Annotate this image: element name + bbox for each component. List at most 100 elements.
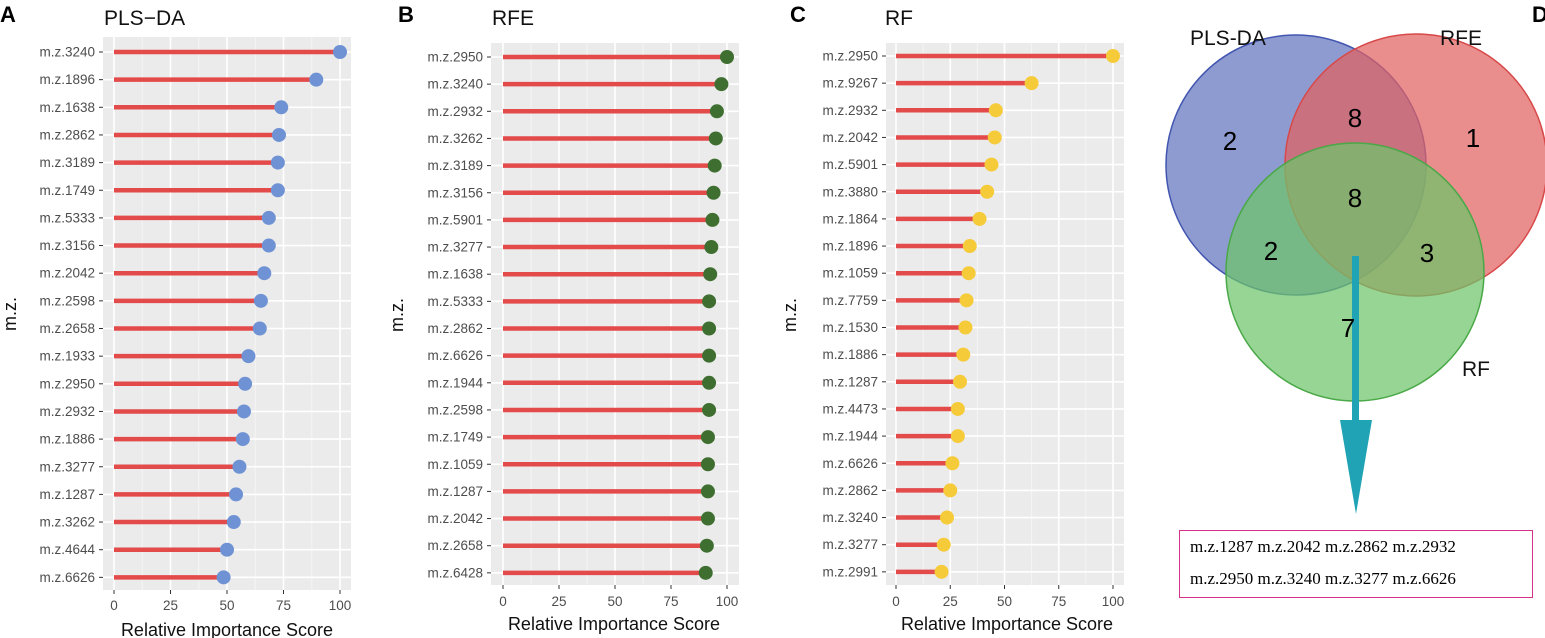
panel-a-pls-da: A PLS−DA 0 25 50 75 100 m.z.3240 m.z.1896 m.z.1…: [0, 2, 351, 638]
venn-count-rf-only: 7: [1341, 313, 1355, 343]
panel-a-y-tick-label: m.z.3240: [39, 45, 95, 60]
panel-b-y-tick-label: m.z.5333: [427, 294, 483, 309]
common-features-line-1: m.z.1287 m.z.2042 m.z.2862 m.z.2932: [1190, 537, 1456, 556]
panel-b-y-tick-label: m.z.1749: [427, 430, 483, 445]
panel-b-y-tick-label: m.z.1287: [427, 484, 483, 499]
panel-a-lollipop-point: [309, 72, 324, 87]
panel-b-letter: B: [398, 2, 414, 27]
panel-a-x-axis-title: Relative Importance Score: [121, 620, 333, 638]
panel-b-lollipop-point: [708, 131, 723, 146]
panel-a-y-tick-label: m.z.2658: [39, 321, 95, 336]
panel-b-y-axis-title: m.z.: [387, 298, 407, 332]
panel-b-lollipop-point: [702, 375, 717, 390]
panel-a-y-tick-label: m.z.1287: [39, 487, 95, 502]
panel-a-lollipop-point: [257, 266, 272, 281]
panel-c-y-tick-label: m.z.2862: [822, 483, 878, 498]
panel-c-title: RF: [885, 7, 913, 30]
venn-arrow-head: [1340, 420, 1372, 514]
panel-b-y-tick-label: m.z.2658: [427, 538, 483, 553]
panel-a-y-tick-label: m.z.2042: [39, 266, 95, 281]
panel-b-lollipop-point: [720, 50, 734, 64]
panel-c-x-tick-label: 75: [1051, 594, 1066, 609]
venn-count-pls-da-rfe: 8: [1348, 103, 1362, 133]
panel-c-y-tick-label: m.z.3880: [822, 184, 878, 199]
panel-c-lollipop-point: [988, 103, 1003, 118]
panel-a-x-tick-label: 0: [110, 598, 118, 613]
panel-b-y-tick-label: m.z.3189: [427, 158, 483, 173]
panel-a-title: PLS−DA: [104, 7, 185, 30]
panel-c-x-tick-label: 100: [1102, 594, 1125, 609]
panel-a-y-tick-label: m.z.3189: [39, 155, 95, 170]
panel-c-y-tick-label: m.z.2932: [822, 103, 878, 118]
panel-a-lollipop-point: [270, 183, 285, 198]
panel-b-y-tick-label: m.z.1059: [427, 457, 483, 472]
panel-b-x-tick-label: 50: [607, 594, 622, 609]
panel-a-lollipop-point: [270, 155, 285, 170]
panel-c-lollipop-point: [1106, 49, 1120, 63]
panel-c-y-tick-label: m.z.1530: [822, 320, 878, 335]
panel-a-lollipop-point: [261, 210, 276, 225]
panel-b-y-tick-label: m.z.2042: [427, 511, 483, 526]
panel-a-x-tick-label: 75: [276, 598, 291, 613]
panel-a-y-tick-label: m.z.2598: [39, 293, 95, 308]
panel-b-y-tick-label: m.z.3156: [427, 185, 483, 200]
panel-a-y-tick-label: m.z.2862: [39, 127, 95, 142]
venn-count-pls-da-rf: 2: [1264, 236, 1278, 266]
panel-b-y-tick-label: m.z.6428: [427, 565, 483, 580]
common-features-box: m.z.1287 m.z.2042 m.z.2862 m.z.2932 m.z.…: [1179, 530, 1533, 598]
panel-a-letter: A: [0, 2, 16, 27]
panel-b-y-tick-label: m.z.2598: [427, 402, 483, 417]
panel-c-lollipop-point: [958, 320, 973, 335]
venn-count-rfe-only: 1: [1466, 123, 1480, 153]
panel-a-y-tick-label: m.z.6626: [39, 570, 95, 585]
panel-b-lollipop-point: [700, 430, 715, 445]
panel-b-y-tick-label: m.z.2950: [427, 50, 483, 65]
panel-a-lollipop-point: [232, 459, 247, 474]
venn-count-pls-da-only: 2: [1223, 126, 1237, 156]
panel-b-lollipop-point: [709, 104, 724, 119]
panel-a-lollipop-point: [252, 321, 267, 336]
panel-b-lollipop-point: [703, 267, 718, 282]
panel-a-lollipop-point: [253, 293, 268, 308]
panel-c-lollipop-point: [956, 347, 971, 362]
panel-a-x-tick-label: 50: [219, 598, 234, 613]
panel-c-y-tick-label: m.z.1287: [822, 374, 878, 389]
panel-b-y-tick-label: m.z.1944: [427, 375, 483, 390]
venn-count-all-three: 8: [1348, 183, 1362, 213]
panel-c-y-tick-label: m.z.4473: [822, 401, 878, 416]
panel-c-letter: C: [790, 2, 806, 27]
panel-a-y-tick-label: m.z.3156: [39, 238, 95, 253]
panel-b-lollipop-point: [702, 402, 717, 417]
panel-a-lollipop-point: [241, 349, 256, 364]
panel-a-y-tick-label: m.z.1886: [39, 432, 95, 447]
panel-c-rf: C RF 0 25 50 75 100 m.z.2950 m.z.9267 m.z.2932 m…: [780, 2, 1124, 634]
panel-b-y-tick-label: m.z.5901: [427, 212, 483, 227]
panel-a-lollipop-point: [274, 100, 289, 115]
panel-c-lollipop-point: [939, 510, 954, 525]
panel-a-y-axis-title: m.z.: [0, 297, 20, 331]
panel-d-letter: D: [1532, 2, 1545, 27]
panel-b-title: RFE: [492, 7, 534, 30]
panel-d-venn: D PLS-DA RFE RF 2 1 8 8 2 3 7: [1165, 2, 1545, 514]
panel-b-y-tick-label: m.z.6626: [427, 348, 483, 363]
panel-b-y-tick-label: m.z.3277: [427, 240, 483, 255]
panel-b-y-tick-label: m.z.2932: [427, 104, 483, 119]
panel-b-lollipop-point: [700, 457, 715, 472]
panel-b-lollipop-point: [707, 158, 722, 173]
panel-c-lollipop-point: [1024, 76, 1039, 91]
panel-a-lollipop-point: [333, 45, 347, 59]
panel-c-lollipop-point: [972, 211, 987, 226]
venn-count-rfe-rf: 3: [1420, 238, 1434, 268]
panel-c-x-tick-label: 0: [892, 594, 900, 609]
panel-c-y-tick-label: m.z.2991: [822, 564, 878, 579]
panel-c-plot: 0 25 50 75 100 m.z.2950 m.z.9267 m.z.2932 m.z.20…: [822, 43, 1124, 609]
panel-b-x-tick-label: 0: [499, 594, 507, 609]
panel-b-lollipop-point: [705, 212, 720, 227]
panel-b-lollipop-point: [714, 77, 729, 92]
panel-b-y-tick-label: m.z.2862: [427, 321, 483, 336]
panel-b-x-tick-label: 75: [663, 594, 678, 609]
panel-c-y-tick-label: m.z.1864: [822, 211, 878, 226]
panel-b-lollipop-point: [700, 511, 715, 526]
panel-c-y-tick-label: m.z.7759: [822, 293, 878, 308]
panel-c-y-tick-label: m.z.9267: [822, 76, 878, 91]
